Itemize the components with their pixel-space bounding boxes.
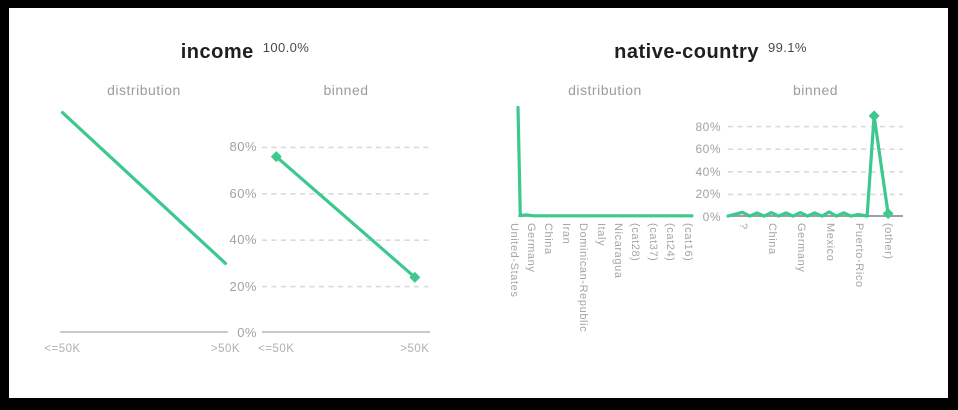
x-tick-label: <=50K: [44, 343, 81, 355]
y-tick-label: 40%: [695, 164, 721, 179]
header-native-country-distribution: distribution: [568, 82, 642, 98]
feature-name: native-country: [614, 41, 759, 63]
x-tick-label: Mexico: [823, 223, 836, 262]
data-point-marker: [868, 110, 880, 122]
data-point-marker: [270, 151, 282, 163]
x-tick-label: >50K: [210, 343, 241, 355]
native-country-binned-x-axis-labels: ? China Germany Mexico Puerto-Rico (other): [728, 223, 903, 368]
data-point-marker: [409, 271, 421, 283]
x-tick-label: (cat24): [664, 223, 677, 262]
x-tick-label: Italy: [594, 223, 607, 247]
y-tick-label: 60%: [695, 142, 721, 157]
panel-title-income: income 100.0%: [60, 40, 430, 64]
income-distribution-chart: [60, 101, 228, 333]
native-country-binned-chart: [726, 104, 903, 220]
income-distribution-x-axis-labels: <=50K >50K: [44, 343, 239, 359]
x-tick-label: Germany: [525, 223, 538, 273]
x-tick-label: (cat37): [646, 223, 659, 262]
x-tick-label: (other): [881, 223, 894, 260]
income-binned-chart: [262, 101, 430, 333]
native-country-distribution-chart: [516, 104, 694, 218]
y-tick-label: 40%: [229, 232, 257, 248]
income-distribution-plot: [60, 111, 228, 333]
header-native-country-binned: binned: [792, 82, 839, 98]
x-tick-label: (cat28): [629, 223, 642, 262]
y-tick-label: 80%: [695, 119, 721, 134]
income-binned-plot: [262, 146, 430, 333]
accuracy-score: 100.0%: [262, 40, 310, 55]
x-tick-label: Iran: [559, 223, 572, 245]
report-canvas: [9, 8, 948, 398]
feature-name: income: [180, 41, 254, 63]
y-tick-label: 0%: [702, 210, 721, 224]
x-tick-label: Nicaragua: [612, 223, 625, 279]
native-country-binned-plot: [726, 110, 903, 220]
x-tick-label: China: [542, 223, 555, 255]
y-tick-label: 0%: [237, 325, 257, 340]
y-tick-label: 20%: [695, 187, 721, 202]
panel-title-native-country: native-country 99.1%: [518, 40, 903, 64]
header-income-distribution: distribution: [107, 82, 181, 98]
x-tick-label: ?: [737, 223, 750, 230]
x-tick-label: >50K: [400, 343, 430, 355]
y-tick-label: 80%: [229, 139, 257, 155]
x-tick-label: China: [765, 223, 778, 255]
native-country-distribution-plot: [516, 105, 694, 218]
x-tick-label: Puerto-Rico: [852, 223, 865, 288]
income-y-axis-labels: 80% 60% 40% 20% 0%: [200, 101, 257, 340]
x-tick-label: Germany: [794, 223, 807, 273]
x-tick-label: <=50K: [258, 343, 295, 355]
native-country-distribution-x-axis-labels: United-States Germany China Iran Dominican-R…: [508, 223, 694, 368]
data-point-marker: [882, 208, 894, 220]
accuracy-score: 99.1%: [767, 40, 807, 55]
native-country-y-axis-labels: 80% 60% 40% 20% 0%: [664, 104, 721, 224]
x-tick-label: (cat16): [681, 223, 694, 262]
y-tick-label: 60%: [229, 185, 257, 201]
income-binned-x-axis-labels: <=50K >50K: [258, 343, 430, 359]
x-tick-label: United-States: [507, 223, 520, 298]
header-income-binned: binned: [323, 82, 369, 98]
x-tick-label: Dominican-Republic: [577, 223, 590, 333]
y-tick-label: 20%: [229, 278, 257, 294]
